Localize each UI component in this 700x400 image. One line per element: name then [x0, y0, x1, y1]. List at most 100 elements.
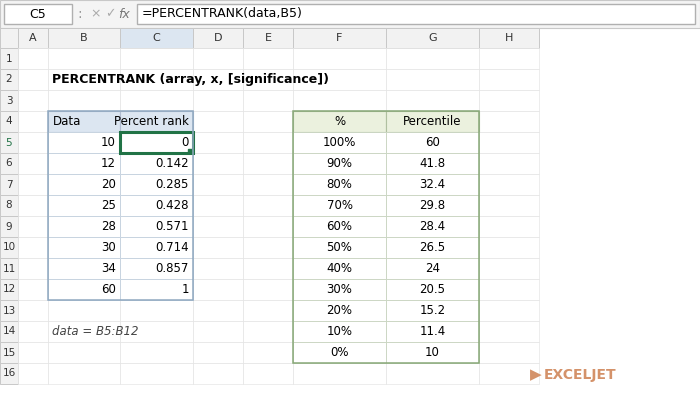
- Bar: [0, 132, 18, 153]
- Text: 13: 13: [2, 306, 15, 316]
- Text: 1: 1: [6, 54, 13, 64]
- Bar: [293, 258, 386, 279]
- Bar: [243, 132, 293, 153]
- Bar: [4, 4, 72, 24]
- Bar: [0, 279, 18, 300]
- Bar: [120, 174, 193, 195]
- Text: 60%: 60%: [326, 220, 353, 233]
- Bar: [243, 300, 293, 321]
- Bar: [18, 342, 48, 363]
- Bar: [120, 195, 193, 216]
- Bar: [48, 321, 120, 342]
- Text: 70%: 70%: [326, 199, 353, 212]
- Bar: [293, 321, 386, 342]
- Bar: [0, 321, 18, 342]
- Text: 60: 60: [425, 136, 440, 149]
- Text: ✓: ✓: [105, 8, 116, 20]
- Text: 100%: 100%: [323, 136, 356, 149]
- Text: 28: 28: [101, 220, 116, 233]
- Bar: [193, 195, 243, 216]
- Text: D: D: [214, 33, 223, 43]
- Bar: [48, 279, 120, 300]
- Bar: [48, 195, 120, 216]
- Bar: [386, 28, 479, 48]
- Bar: [293, 111, 386, 132]
- Text: 1: 1: [181, 283, 189, 296]
- Bar: [0, 0, 700, 28]
- Text: 34: 34: [101, 262, 116, 275]
- Bar: [120, 300, 193, 321]
- Text: 0.857: 0.857: [155, 262, 189, 275]
- Bar: [18, 111, 48, 132]
- Bar: [18, 48, 48, 69]
- Text: 11.4: 11.4: [419, 325, 446, 338]
- Text: 0.714: 0.714: [155, 241, 189, 254]
- Text: 0.571: 0.571: [155, 220, 189, 233]
- Text: 15.2: 15.2: [419, 304, 446, 317]
- Text: G: G: [428, 33, 437, 43]
- Bar: [48, 195, 120, 216]
- Bar: [293, 174, 386, 195]
- Bar: [120, 153, 193, 174]
- Text: 14: 14: [2, 326, 15, 336]
- Bar: [293, 321, 386, 342]
- Bar: [243, 48, 293, 69]
- Text: 15: 15: [2, 348, 15, 358]
- Bar: [48, 111, 193, 300]
- Bar: [48, 174, 120, 195]
- Bar: [120, 237, 193, 258]
- Text: 16: 16: [2, 368, 15, 378]
- Bar: [48, 258, 120, 279]
- Text: 12: 12: [2, 284, 15, 294]
- Bar: [386, 237, 479, 258]
- Text: 25: 25: [101, 199, 116, 212]
- Text: 4: 4: [6, 116, 13, 126]
- Bar: [120, 195, 193, 216]
- Bar: [386, 321, 479, 342]
- Text: B: B: [80, 33, 88, 43]
- Bar: [193, 321, 243, 342]
- Bar: [293, 195, 386, 216]
- Bar: [479, 279, 539, 300]
- Text: 26.5: 26.5: [419, 241, 446, 254]
- Bar: [120, 342, 193, 363]
- Bar: [120, 258, 193, 279]
- Bar: [293, 363, 386, 384]
- Text: 10: 10: [101, 136, 116, 149]
- Bar: [386, 279, 479, 300]
- Text: 10%: 10%: [326, 325, 353, 338]
- Bar: [0, 195, 18, 216]
- Text: C: C: [153, 33, 160, 43]
- Bar: [293, 195, 386, 216]
- Bar: [48, 153, 120, 174]
- Bar: [386, 111, 479, 132]
- Bar: [48, 237, 120, 258]
- Bar: [386, 132, 479, 153]
- Bar: [120, 111, 193, 132]
- Bar: [120, 28, 193, 48]
- Bar: [0, 48, 18, 69]
- Bar: [479, 174, 539, 195]
- Bar: [386, 48, 479, 69]
- Bar: [386, 300, 479, 321]
- Bar: [243, 363, 293, 384]
- Bar: [243, 69, 293, 90]
- Bar: [386, 321, 479, 342]
- Text: 29.8: 29.8: [419, 199, 446, 212]
- Bar: [386, 342, 479, 363]
- Bar: [18, 237, 48, 258]
- Bar: [193, 153, 243, 174]
- Bar: [479, 153, 539, 174]
- Bar: [120, 279, 193, 300]
- Bar: [120, 132, 193, 153]
- Text: A: A: [29, 33, 37, 43]
- Text: 0.285: 0.285: [155, 178, 189, 191]
- Text: :: :: [78, 7, 83, 21]
- Bar: [120, 174, 193, 195]
- Bar: [293, 300, 386, 321]
- Bar: [293, 258, 386, 279]
- Text: data = B5:B12: data = B5:B12: [52, 325, 139, 338]
- Text: 60: 60: [101, 283, 116, 296]
- Bar: [120, 258, 193, 279]
- Text: H: H: [505, 33, 513, 43]
